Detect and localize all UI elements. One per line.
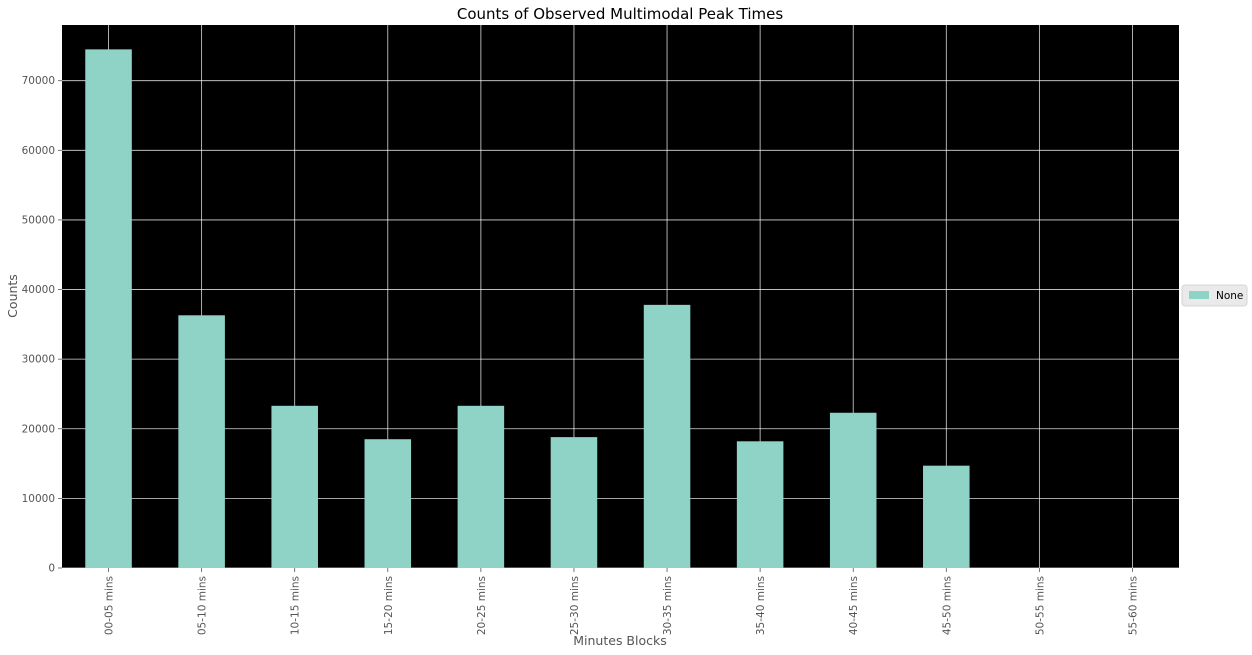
x-tick-label: 40-45 mins [848, 576, 860, 635]
x-tick-label: 10-15 mins [290, 576, 302, 635]
x-tick-label: 50-55 mins [1034, 576, 1046, 635]
legend: None [1181, 284, 1248, 307]
bar [736, 441, 784, 568]
x-tick-label: 45-50 mins [941, 576, 953, 635]
x-tick-label: 25-30 mins [569, 576, 581, 635]
x-tick-label: 00-05 mins [104, 576, 116, 635]
y-tick-label: 20000 [22, 423, 55, 435]
y-tick-label: 0 [48, 563, 55, 575]
x-tick-label: 20-25 mins [476, 576, 488, 635]
bar [923, 465, 970, 568]
y-axis: 0 10000 20000 30000 40000 50000 60000 70000 [22, 75, 62, 575]
y-tick-label: 50000 [22, 214, 55, 226]
y-tick-label: 30000 [22, 354, 55, 366]
bar [457, 405, 505, 568]
bar [643, 304, 691, 568]
x-tick-label: 05-10 mins [197, 576, 209, 635]
bar [550, 437, 598, 568]
x-tick-label: 30-35 mins [662, 576, 674, 635]
y-tick-label: 70000 [22, 75, 55, 87]
bars [85, 49, 970, 569]
y-tick-label: 40000 [22, 284, 55, 296]
bar [271, 405, 318, 568]
legend-swatch [1189, 291, 1209, 299]
y-axis-label: Counts [5, 274, 20, 318]
y-tick-label: 60000 [22, 145, 55, 157]
bar [829, 412, 877, 568]
bar [178, 315, 225, 568]
x-axis: 00-05 mins 05-10 mins 10-15 mins 15-20 mins… [104, 568, 1139, 635]
x-axis-label: Minutes Blocks [573, 633, 667, 648]
legend-label: None [1216, 290, 1243, 302]
legend-box [1181, 284, 1248, 307]
chart-title: Counts of Observed Multimodal Peak Times [457, 5, 783, 23]
x-tick-label: 15-20 mins [383, 576, 395, 635]
bar [85, 49, 132, 569]
plot-area [62, 25, 1179, 568]
x-tick-label: 55-60 mins [1127, 576, 1139, 635]
y-tick-label: 10000 [22, 493, 55, 505]
bar [364, 439, 412, 568]
x-tick-label: 35-40 mins [755, 576, 767, 635]
